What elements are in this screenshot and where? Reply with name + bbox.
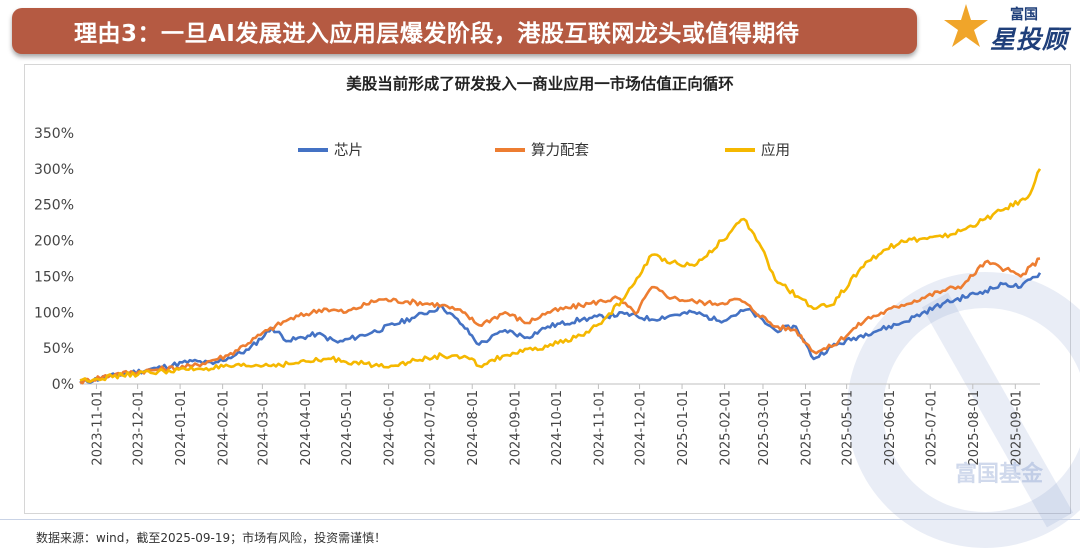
series-line-3: [79, 168, 1042, 384]
x-tick-label: 2024-01-01: [174, 390, 189, 466]
footer-divider: [0, 519, 1080, 520]
watermark-slash: [921, 292, 1074, 528]
header-banner: 理由3：一旦AI发展进入应用层爆发阶段，港股互联网龙头或值得期待: [12, 8, 917, 54]
y-tick-label: 0%: [52, 377, 74, 393]
legend-label-1: 芯片: [334, 142, 363, 159]
series-line-2: [79, 257, 1041, 385]
x-tick-label: 2024-12-01: [634, 390, 649, 466]
x-tick-label: 2024-10-01: [550, 390, 565, 466]
y-tick-label: 200%: [34, 234, 74, 250]
chart-title: 美股当前形成了研发投入一商业应用一市场估值正向循环: [346, 75, 734, 93]
x-tick-label: 2025-06-01: [883, 390, 898, 466]
x-tick-label: 2024-11-01: [592, 390, 607, 466]
y-tick-label: 150%: [34, 269, 74, 285]
x-tick-label: 2025-09-01: [1009, 390, 1024, 466]
x-tick-label: 2024-02-01: [217, 390, 232, 466]
x-tick-label: 2024-09-01: [509, 390, 524, 466]
series-line-1: [79, 272, 1042, 384]
logo-big-text: 星投顾: [990, 25, 1069, 54]
chart-lines: [79, 168, 1042, 385]
footer-note: 数据来源：wind，截至2025-09-19；市场有风险，投资需谨慎！: [36, 531, 387, 545]
x-tick-label: 2024-04-01: [299, 390, 314, 466]
x-tick-label: 2024-06-01: [383, 390, 398, 466]
star-logo-icon: [944, 4, 988, 47]
x-tick-label: 2024-05-01: [340, 390, 355, 466]
header-title: 理由3：一旦AI发展进入应用层爆发阶段，港股互联网龙头或值得期待: [74, 21, 800, 47]
x-tick-label: 2025-07-01: [924, 390, 939, 466]
x-tick-label: 2025-05-01: [841, 390, 856, 466]
x-tick-label: 2023-12-01: [132, 390, 147, 466]
y-tick-label: 250%: [34, 198, 74, 214]
y-tick-label: 300%: [34, 162, 74, 178]
x-tick-label: 2025-04-01: [799, 390, 814, 466]
x-tick-label: 2025-03-01: [757, 390, 772, 466]
watermark-text: 富国基金: [955, 462, 1044, 487]
x-tick-label: 2025-02-01: [719, 390, 734, 466]
y-tick-label: 100%: [34, 305, 74, 321]
chart-legend: 芯片 算力配套 应用: [298, 141, 790, 159]
legend-label-2: 算力配套: [531, 142, 589, 159]
x-tick-label: 2024-03-01: [256, 390, 271, 466]
x-tick-label: 2024-07-01: [424, 390, 439, 466]
x-tick-label: 2025-01-01: [676, 390, 691, 466]
x-tick-label: 2023-11-01: [90, 390, 105, 466]
legend-label-3: 应用: [761, 141, 790, 159]
logo-small-text: 富国: [1010, 7, 1038, 23]
chart-panel: [24, 64, 1071, 514]
chart-axes: 0% 50% 100% 150% 200% 250% 300% 350% 2023-11-01 2…: [34, 126, 1040, 466]
x-tick-label: 2025-08-01: [967, 390, 982, 466]
y-tick-label: 50%: [43, 341, 74, 357]
y-tick-label: 350%: [34, 126, 74, 142]
x-tick-label: 2024-08-01: [466, 390, 481, 466]
